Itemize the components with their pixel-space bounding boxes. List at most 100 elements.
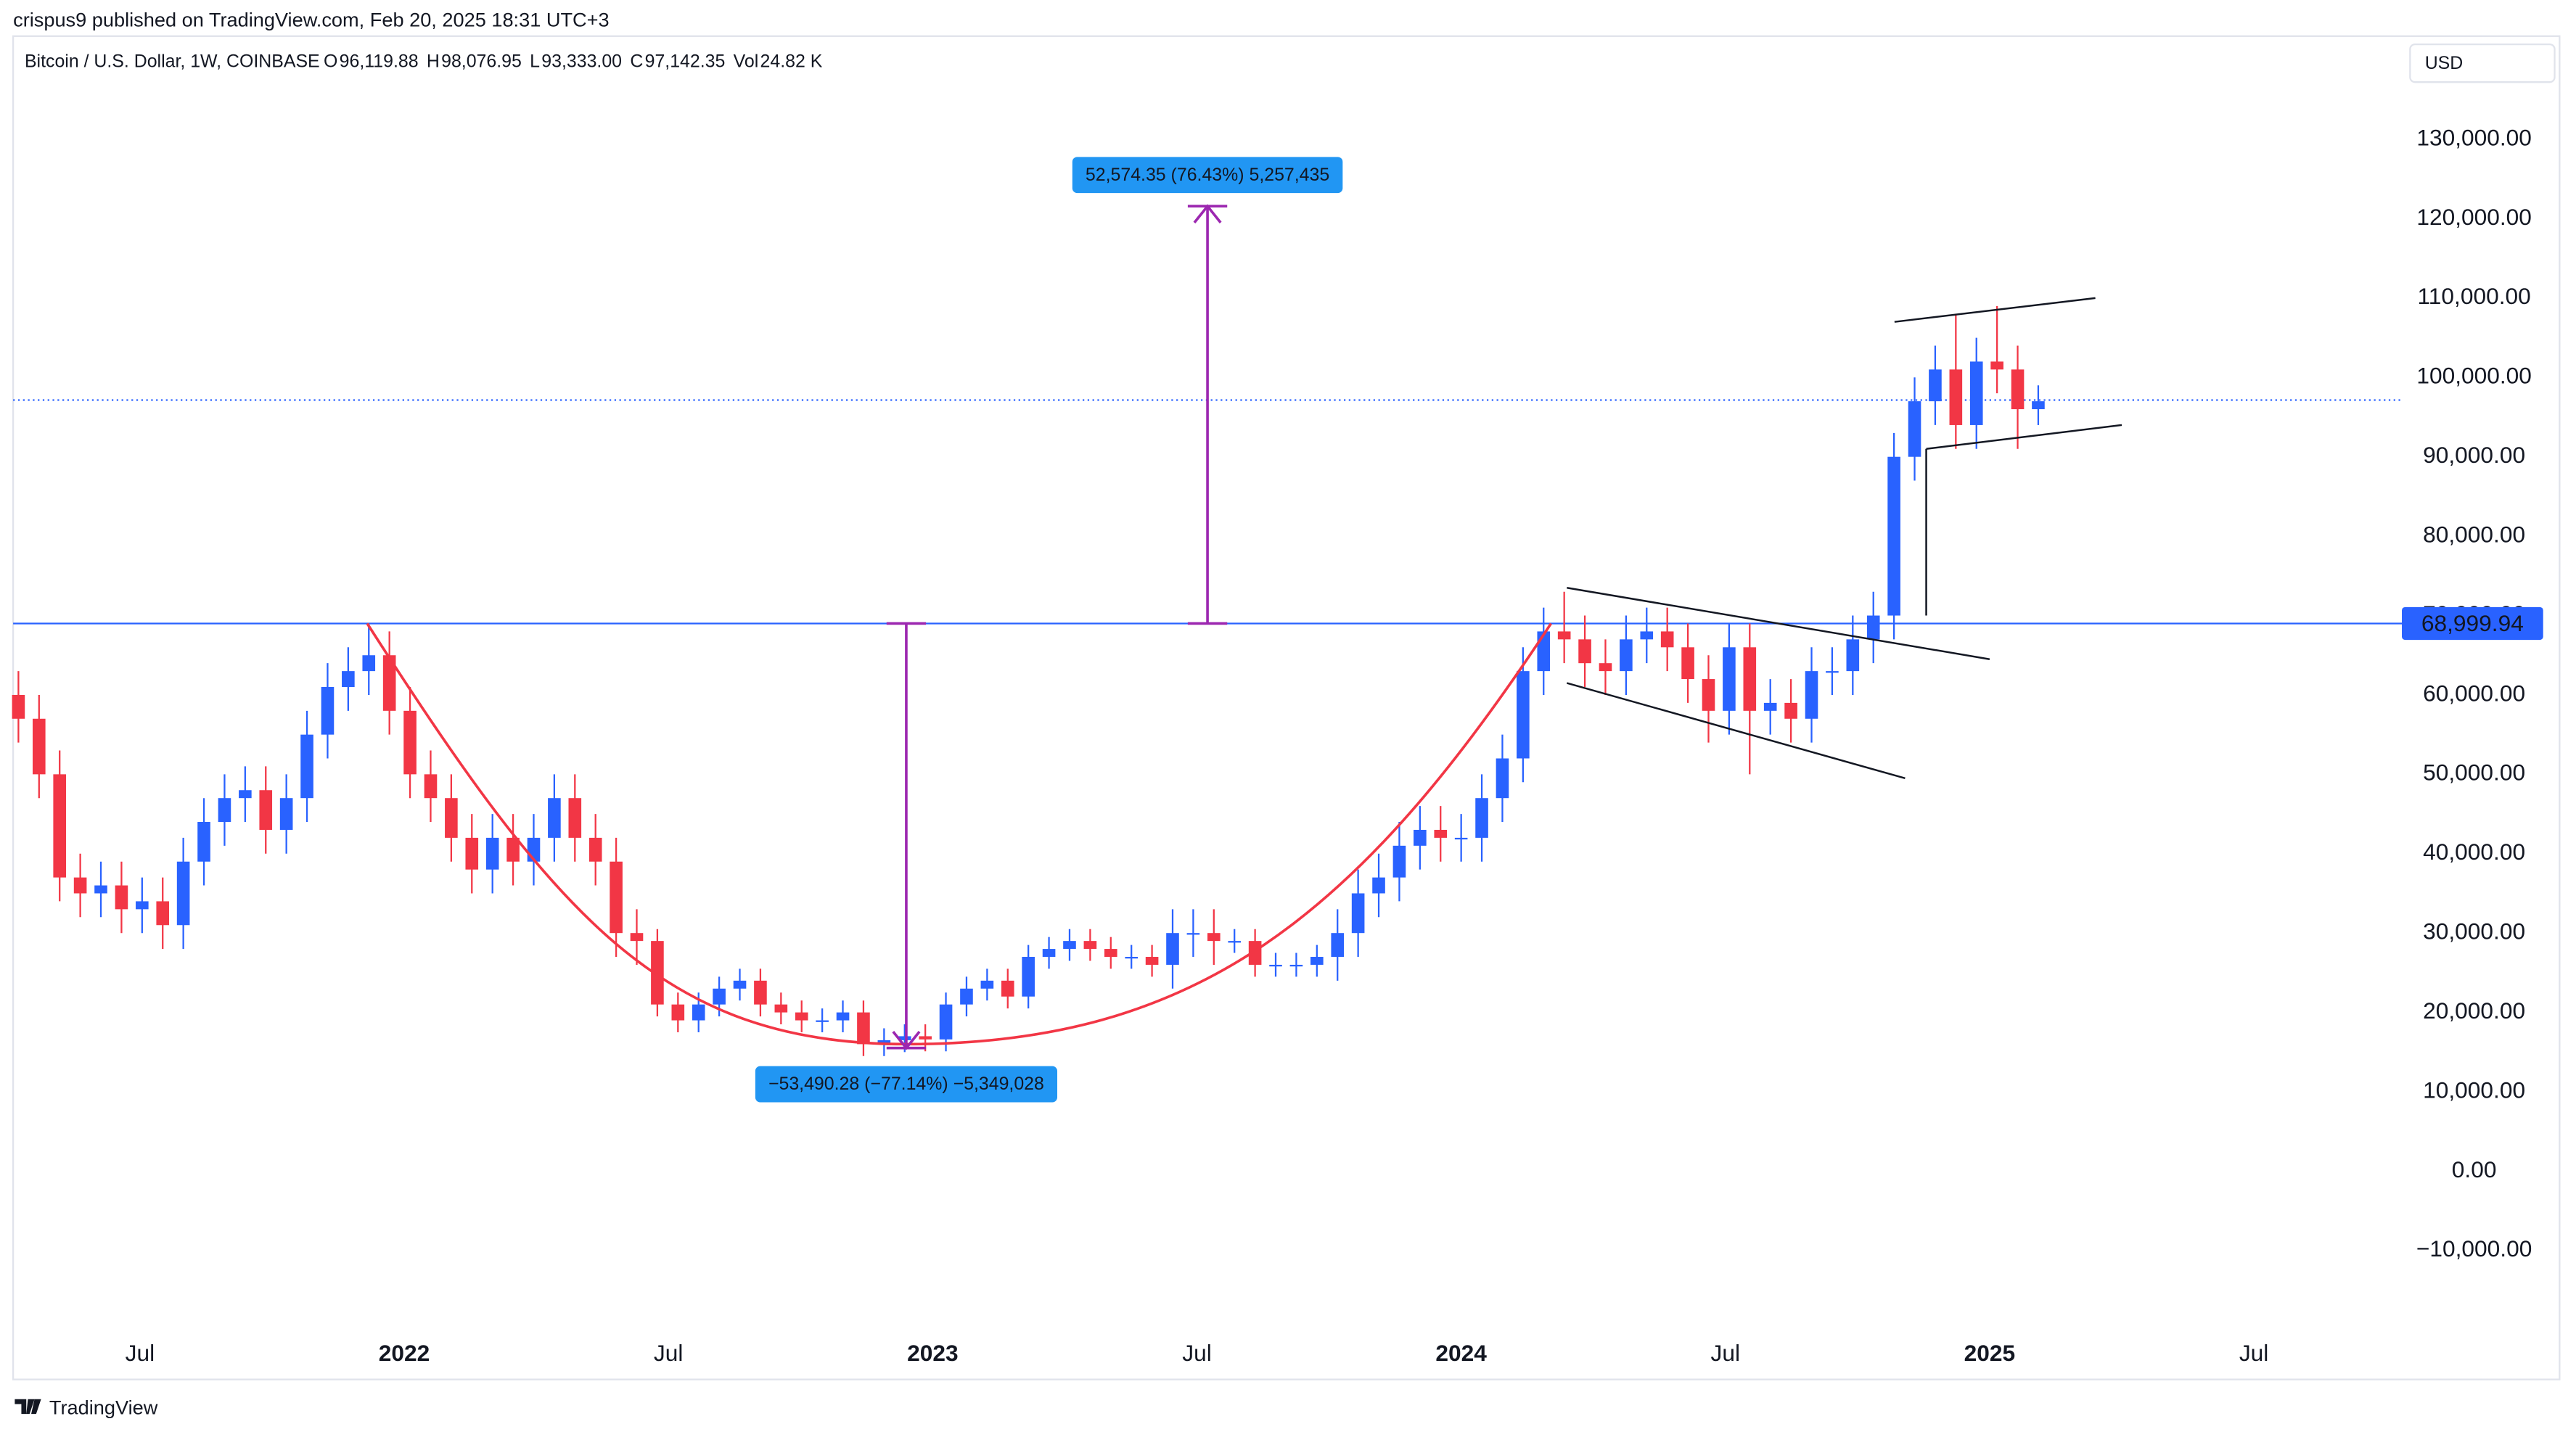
candle-body — [1866, 615, 1880, 640]
y-tick-label: −10,000.00 — [2416, 1235, 2532, 1262]
candle-body — [1145, 957, 1159, 965]
measure-label: −53,490.28 (−77.14%) −5,349,028 — [755, 1066, 1058, 1103]
candle-body — [1969, 361, 1983, 425]
candle-body — [1743, 647, 1757, 711]
candle-body — [403, 710, 417, 775]
candle-body — [1599, 663, 1612, 672]
y-tick-label: 110,000.00 — [2418, 283, 2531, 309]
candle-body — [1331, 933, 1345, 958]
candle-body — [795, 1012, 808, 1021]
candle-body — [445, 798, 458, 838]
candle-body — [1537, 631, 1551, 672]
ohlc-key: C — [630, 52, 643, 72]
candle-body — [382, 655, 396, 711]
candle-body — [53, 774, 67, 878]
x-tick-label: Jul — [1182, 1340, 1212, 1366]
x-tick-label: 2024 — [1435, 1340, 1487, 1366]
candle-body — [733, 980, 747, 989]
candle-body — [1557, 631, 1571, 640]
candle-body — [960, 988, 973, 1005]
candle-body — [1228, 941, 1242, 943]
candle-body — [1908, 401, 1921, 457]
candle-body — [1310, 957, 1324, 965]
candle-body — [1207, 933, 1221, 942]
candle-body — [1063, 941, 1076, 950]
candle-body — [588, 837, 602, 862]
measure-arrowhead — [1193, 204, 1222, 224]
y-tick-label: 50,000.00 — [2423, 760, 2525, 786]
candle-body — [136, 901, 149, 910]
ohlc-value: 24.82 K — [760, 52, 823, 72]
measure-label-box — [1072, 157, 1343, 194]
measure-label-text: 52,574.35 (76.43%) 5,257,435 — [1086, 165, 1329, 185]
candle-body — [1826, 671, 1839, 673]
candle-body — [836, 1012, 850, 1021]
candle-body — [1083, 941, 1097, 950]
candle-body — [1681, 647, 1694, 680]
y-tick-label: 100,000.00 — [2416, 363, 2532, 389]
candle-body — [1496, 758, 1509, 799]
ohlc-key: O — [324, 52, 337, 72]
candle-body — [754, 980, 767, 1005]
y-tick-label: 20,000.00 — [2423, 997, 2525, 1024]
candle-body — [980, 980, 994, 989]
candle-body — [1001, 980, 1014, 997]
candle-body — [898, 1036, 911, 1040]
candle-body — [877, 1040, 891, 1045]
currency-button[interactable] — [2409, 43, 2556, 83]
x-tick-label: Jul — [654, 1340, 684, 1366]
ohlc-value: 97,142.35 — [645, 52, 726, 72]
x-tick-label: 2025 — [1964, 1340, 2016, 1366]
candle-body — [1620, 639, 1633, 672]
y-tick-label: 80,000.00 — [2423, 521, 2525, 547]
candle-body — [1517, 671, 1530, 759]
candle-body — [1414, 829, 1427, 846]
ohlc-value: 93,333.00 — [541, 52, 622, 72]
y-tick-label: 90,000.00 — [2423, 442, 2525, 468]
x-tick-label: Jul — [2239, 1340, 2269, 1366]
candle-body — [2032, 401, 2045, 410]
candle-body — [651, 941, 664, 1005]
candle-body — [1640, 631, 1654, 640]
candle-body — [1351, 893, 1365, 934]
candle-body — [692, 1004, 705, 1021]
x-tick-label: 2023 — [907, 1340, 959, 1366]
measure-arrowhead — [892, 1030, 921, 1050]
candle-body — [259, 790, 273, 830]
candle-body — [465, 837, 479, 870]
measure-label-box — [755, 1066, 1058, 1103]
candle-body — [506, 837, 520, 862]
candle-body — [424, 774, 438, 799]
trend-line — [1567, 587, 1990, 660]
candle-body — [1887, 456, 1900, 616]
candle-body — [300, 734, 313, 799]
candle-body — [713, 988, 726, 1005]
candle-body — [671, 1004, 685, 1021]
y-tick-label: 0.00 — [2452, 1156, 2497, 1182]
candle-body — [176, 861, 190, 926]
candle-body — [2011, 369, 2025, 410]
candle-body — [279, 798, 293, 830]
candle-body — [32, 718, 46, 775]
y-tick-label: 30,000.00 — [2423, 918, 2525, 945]
candle-body — [774, 1004, 788, 1013]
candle-body — [1104, 949, 1117, 958]
candle-body — [115, 885, 128, 910]
ohlc-key: L — [530, 52, 540, 72]
candle-body — [156, 901, 170, 926]
brand: TradingView — [49, 1396, 158, 1418]
candle-body — [1702, 679, 1715, 711]
candle-body — [362, 655, 376, 672]
candle-body — [239, 790, 252, 799]
candle-body — [857, 1012, 870, 1045]
price-label: 68,999.94 — [2421, 610, 2524, 636]
candle-body — [1990, 361, 2003, 370]
candle-body — [919, 1036, 932, 1040]
candle-body — [1846, 639, 1860, 672]
candle-body — [1434, 829, 1448, 838]
x-tick-label: 2022 — [379, 1340, 430, 1366]
candle-body — [1372, 877, 1385, 894]
x-tick-label: Jul — [1711, 1340, 1741, 1366]
y-tick-label: 60,000.00 — [2423, 680, 2525, 706]
